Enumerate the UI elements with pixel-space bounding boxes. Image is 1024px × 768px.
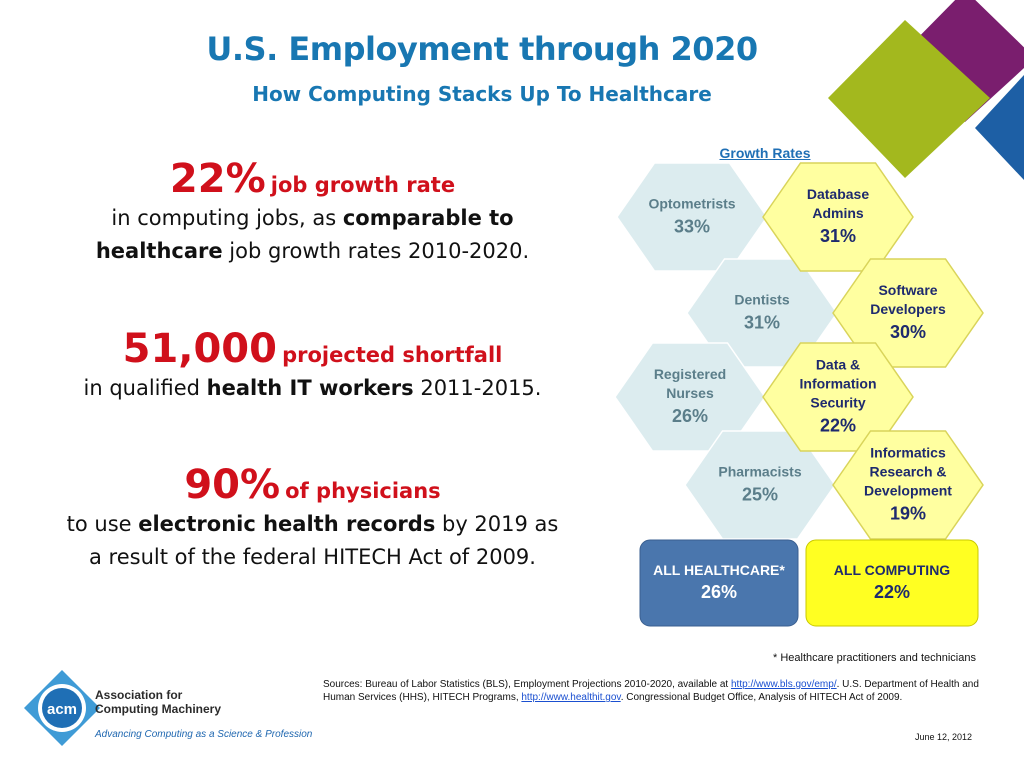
sources-text: Sources: Bureau of Labor Statistics (BLS… [323,678,983,704]
logo-mark-text: acm [47,701,77,718]
healthcare-hex-cell: Pharmacists 25% [684,430,836,540]
hex-value-text: 25% [742,485,778,505]
growth-rates-heading: Growth Rates [719,145,811,161]
stat-text: in computing jobs, as [111,206,343,230]
hex-value-text: 19% [890,504,926,524]
healthcare-hex-cell: Optometrists 33% [616,162,768,272]
computing-hex-cell: Data & Information Security 22% [762,342,914,452]
blue-diamond-shape [975,75,1024,180]
logo-name-line: Association for [95,688,183,702]
logo-name: Association for Computing Machinery [95,688,221,716]
hex-value-text: 33% [674,217,710,237]
corner-decoration [828,0,1024,180]
hex-label-text: Software [878,282,937,298]
footnote: * Healthcare practitioners and technicia… [772,652,976,664]
hex-label-text: Optometrists [648,196,735,212]
acm-logo-icon: acm [24,670,100,746]
hex-label-text: Dentists [734,292,789,308]
sources-part: Sources: Bureau of Labor Statistics (BLS… [323,679,731,690]
stat-text: in qualified [83,376,207,400]
total-label-text: ALL COMPUTING [834,562,951,578]
hex-label-text: Developers [870,301,946,317]
green-diamond-shape [828,20,990,178]
total-value-text: 22% [874,582,910,602]
growth-rates-honeycomb: Optometrists 33% Dentists 31% Registered Nurs… [614,162,984,627]
hex-value-text: 26% [672,406,708,426]
computing-hex-cell: Informatics Research & Development 19% [832,430,984,540]
computing-hex-cell: Database Admins 31% [762,162,914,272]
stat-text: a result of the federal HITECH Act of 20… [89,545,536,569]
slide-date: June 12, 2012 [914,732,972,742]
stat-text: job growth rates 2010-2020. [222,239,530,263]
hex-label-text: Security [810,395,865,411]
stat-job-growth: 22% job growth rate in computing jobs, a… [40,156,585,268]
hex-label-text: Registered [654,366,726,382]
stat-big-number: 51,000 [122,326,277,372]
bls-link[interactable]: http://www.bls.gov/emp/ [731,679,837,690]
all-healthcare-box: ALL HEALTHCARE* 26% [639,539,799,627]
hex-label-text: Research & [869,464,946,480]
hex-label-text: Informatics [870,445,946,461]
stat-emphasis: electronic health records [138,512,436,536]
healthcare-hex-cell: Dentists 31% [686,258,838,368]
stat-emphasis: healthcare [95,239,223,263]
sources-part: . Congressional Budget Office, Analysis … [620,692,903,703]
stat-emphasis: comparable to [342,206,514,230]
hex-value-text: 31% [820,226,856,246]
sources-part: . U.S. Department of Health and Human Se… [323,679,979,703]
hex-value-text: 22% [820,416,856,436]
healthcare-hex-cell: Registered Nurses 26% [614,342,766,452]
hex-label-text: Nurses [666,385,714,401]
stat-big-number: 22% [169,156,266,202]
stat-label: projected shortfall [282,343,503,367]
stat-big-number: 90% [184,462,281,508]
stat-text: to use [66,512,139,536]
page-title: U.S. Employment through 2020 [206,30,758,68]
hex-value-text: 31% [744,313,780,333]
page-subtitle: How Computing Stacks Up To Healthcare [252,82,712,106]
stat-physicians: 90% of physicians to use electronic heal… [40,462,585,574]
hex-label-text: Admins [812,205,864,221]
healthit-link[interactable]: http://www.healthit.gov [521,692,621,703]
total-label-text: ALL HEALTHCARE* [653,562,785,578]
hex-label-text: Data & [816,357,860,373]
stat-text: by 2019 as [435,512,559,536]
stat-text: 2011-2015. [413,376,542,400]
all-computing-box: ALL COMPUTING 22% [805,539,979,627]
logo-name-line: Computing Machinery [95,702,222,716]
hex-value-text: 30% [890,322,926,342]
stat-shortfall: 51,000 projected shortfall in qualified … [40,326,585,405]
hex-label-text: Database [807,186,869,202]
computing-hex-cell: Software Developers 30% [832,258,984,368]
stat-label: job growth rate [270,173,456,197]
logo-tagline: Advancing Computing as a Science & Profe… [95,729,313,740]
stat-label: of physicians [285,479,441,503]
hex-label-text: Information [800,376,877,392]
hex-label-text: Pharmacists [718,464,801,480]
total-value-text: 26% [701,582,737,602]
hex-label-text: Development [864,483,952,499]
purple-diamond-shape [898,0,1024,122]
stat-emphasis: health IT workers [206,376,414,400]
